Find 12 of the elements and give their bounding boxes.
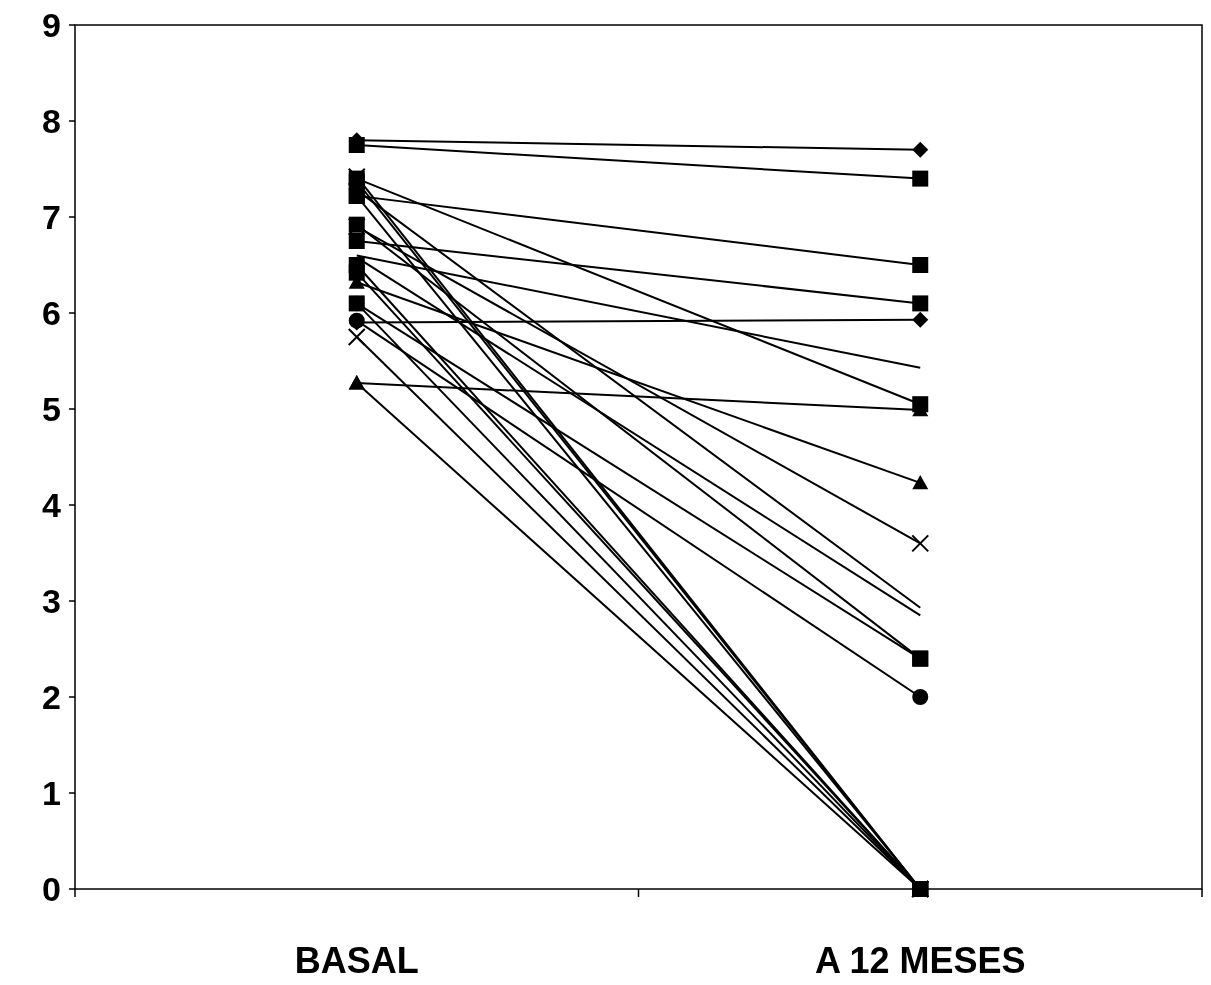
x-tick-label: A 12 MESES bbox=[814, 940, 1026, 981]
y-tick-label: 4 bbox=[42, 485, 62, 524]
y-tick-label: 9 bbox=[42, 5, 61, 44]
y-tick-label: 8 bbox=[42, 101, 61, 140]
y-tick-label: 5 bbox=[42, 389, 61, 428]
x-tick-label: BASAL bbox=[294, 940, 419, 981]
y-tick-label: 7 bbox=[42, 197, 61, 236]
y-tick-label: 6 bbox=[42, 293, 61, 332]
y-tick-label: 3 bbox=[42, 581, 61, 620]
y-tick-label: 2 bbox=[42, 677, 61, 716]
y-tick-label: 1 bbox=[42, 773, 61, 812]
y-tick-label: 0 bbox=[42, 869, 61, 908]
